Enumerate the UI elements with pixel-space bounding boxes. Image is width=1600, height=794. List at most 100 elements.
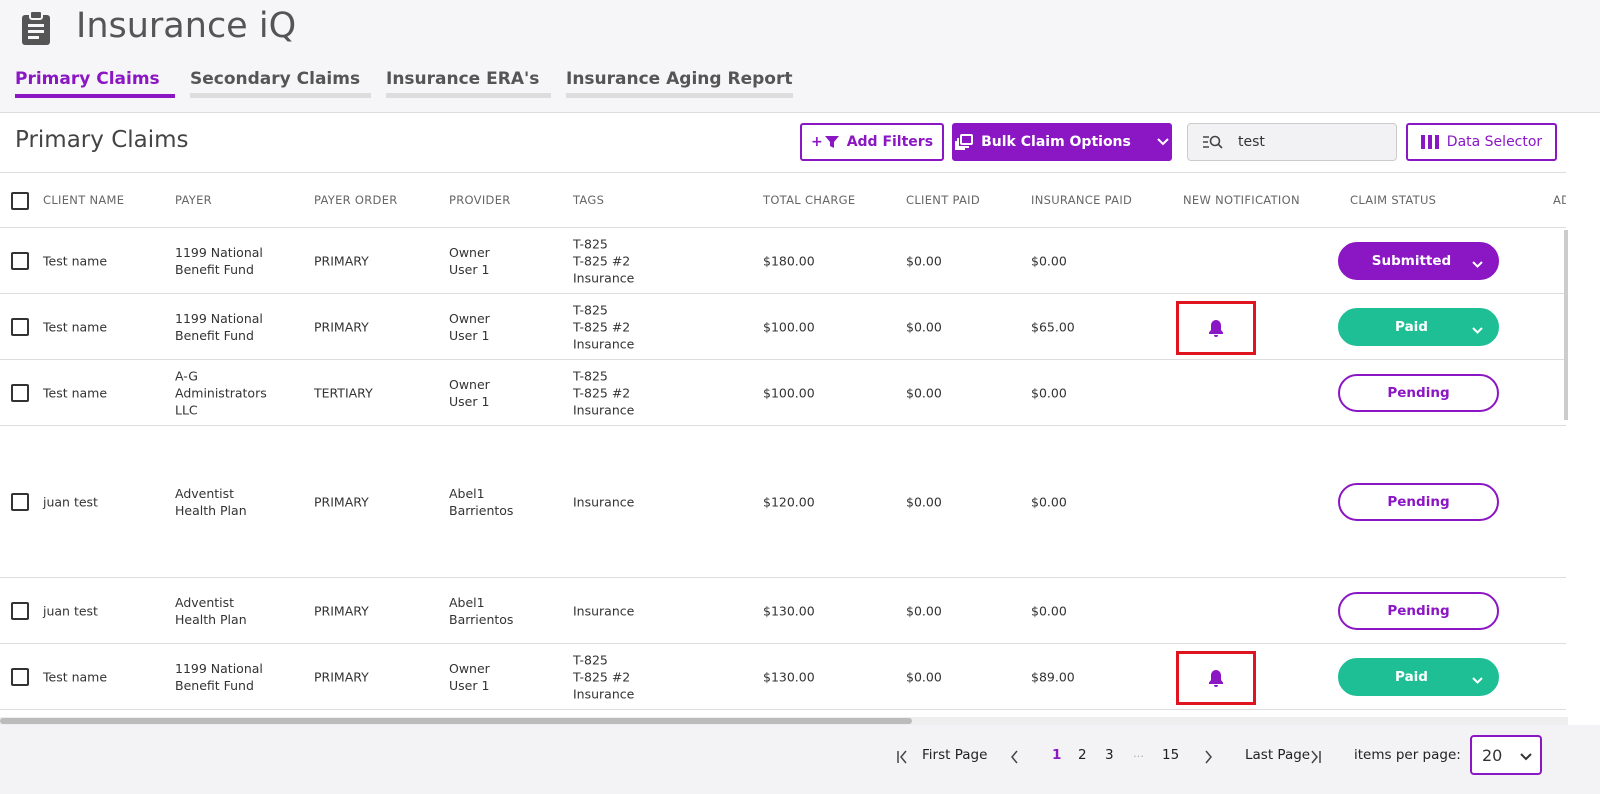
status-chevron — [1472, 323, 1483, 339]
cell-total: $180.00 — [763, 253, 815, 269]
cell-line: 1199 National — [175, 311, 263, 326]
cell-line: 1199 National — [175, 661, 263, 676]
cell-line: User 1 — [449, 394, 490, 409]
column-header: CLIENT PAID — [906, 193, 980, 207]
cell-tags: T-825 T-825 #2 Insurance — [573, 652, 634, 703]
bulk-claim-options[interactable]: Bulk Claim Options — [952, 123, 1172, 161]
cell-line: Owner — [449, 661, 490, 676]
status-text: Pending — [1387, 494, 1450, 510]
cell-line: Barrientos — [449, 612, 514, 627]
tab-label[interactable]: Primary Claims — [15, 69, 160, 89]
stack-icon — [955, 134, 974, 150]
add-filters-button[interactable]: + Add Filters — [800, 123, 944, 161]
column-header: PAYER — [175, 193, 212, 207]
items-per-page[interactable]: 20 — [1470, 735, 1542, 775]
status-chevron — [1472, 673, 1483, 689]
cell-line: Adventist — [175, 486, 235, 501]
checkbox[interactable] — [11, 493, 29, 511]
column-header: NEW NOTIFICATION — [1183, 193, 1300, 207]
bell-icon — [1209, 320, 1223, 337]
cell-line: T-825 #2 — [573, 319, 631, 335]
pagination-bar: First Page 1 2 3 … 15 Last Page items per page:… — [0, 725, 1600, 794]
cell-client: Test name — [43, 253, 108, 269]
data-selector-button[interactable]: Data Selector — [1406, 123, 1557, 161]
tab-label[interactable]: Secondary Claims — [190, 69, 361, 89]
cell-provider: Owner User 1 — [449, 376, 490, 410]
claim-status[interactable]: Pending — [1338, 592, 1499, 630]
tab-underline — [15, 94, 175, 98]
label: Bulk Claim Options — [981, 134, 1131, 150]
claim-status[interactable]: Pending — [1338, 374, 1499, 412]
cell-line: Abel1 — [449, 486, 485, 501]
page-number[interactable]: 2 — [1078, 747, 1087, 763]
first-icon[interactable] — [896, 749, 910, 768]
cell-tags: T-825 T-825 #2 Insurance — [573, 368, 634, 419]
cell-line: Insurance — [573, 686, 635, 702]
last-page[interactable]: Last Page — [1245, 747, 1311, 763]
claim-status[interactable]: Submitted — [1338, 242, 1499, 280]
cell-line: LLC — [175, 402, 198, 418]
cell-total: $120.00 — [763, 494, 815, 510]
cell-order: PRIMARY — [314, 603, 369, 619]
label: Data Selector — [1446, 134, 1543, 150]
cell-line: T-825 — [573, 368, 608, 384]
tab-label[interactable]: Insurance ERA's — [386, 69, 540, 89]
cell-line: User 1 — [449, 328, 490, 343]
cell-line: T-825 #2 — [573, 385, 631, 401]
cell-line: Benefit Fund — [175, 328, 254, 343]
bell-icon — [1209, 670, 1223, 687]
checkbox[interactable] — [11, 318, 29, 336]
page-number[interactable]: 15 — [1162, 747, 1180, 763]
page-number[interactable]: … — [1133, 747, 1144, 760]
cell-total: $100.00 — [763, 319, 815, 335]
cell-tags: T-825 T-825 #2 Insurance — [573, 236, 634, 287]
cell-client-paid: $0.00 — [906, 319, 942, 335]
search-box[interactable]: test — [1187, 123, 1397, 161]
row-divider — [0, 643, 1566, 644]
page-number[interactable]: 1 — [1052, 747, 1062, 763]
cell-client: Test name — [43, 319, 108, 335]
cell-provider: Owner User 1 — [449, 244, 490, 278]
scroll-thumb — [0, 718, 912, 724]
cell-provider: Owner User 1 — [449, 660, 490, 694]
cell-line: A-G — [175, 368, 198, 384]
panel — [0, 112, 1600, 794]
checkbox[interactable] — [11, 384, 29, 402]
column-header: PAYER ORDER — [314, 193, 398, 207]
cell-line: Benefit Fund — [175, 262, 254, 277]
claim-status[interactable]: Paid — [1338, 308, 1499, 346]
checkbox[interactable] — [11, 602, 29, 620]
vertical-scrollbar — [1564, 230, 1568, 420]
cell-tags: T-825 T-825 #2 Insurance — [573, 302, 634, 353]
cell-client: Test name — [43, 669, 108, 685]
cell-line: Insurance — [573, 402, 635, 418]
claim-status[interactable]: Pending — [1338, 483, 1499, 521]
cell-payer: Adventist Health Plan — [175, 594, 247, 628]
cell-line: T-825 — [573, 302, 608, 318]
status-text: Pending — [1387, 603, 1450, 619]
cell-client-paid: $0.00 — [906, 385, 942, 401]
first-page[interactable]: First Page — [922, 747, 988, 763]
checkbox[interactable] — [11, 252, 29, 270]
notification-highlight[interactable] — [1176, 301, 1256, 355]
cell-order: PRIMARY — [314, 494, 369, 510]
cell-client-paid: $0.00 — [906, 253, 942, 269]
cell-line: Insurance — [573, 494, 635, 510]
tab-label[interactable]: Insurance Aging Report — [566, 69, 793, 89]
cell-total: $100.00 — [763, 385, 815, 401]
search-text: test — [1238, 134, 1265, 150]
row-divider — [0, 709, 1566, 710]
cell-order: PRIMARY — [314, 669, 369, 685]
page-number[interactable]: 3 — [1105, 747, 1114, 763]
checkbox[interactable] — [11, 668, 29, 686]
row-divider — [0, 359, 1566, 360]
prev-icon[interactable] — [1008, 749, 1022, 768]
checkbox[interactable] — [11, 192, 29, 210]
claim-status[interactable]: Paid — [1338, 658, 1499, 696]
next-icon[interactable] — [1201, 749, 1215, 768]
last-icon[interactable] — [1308, 749, 1322, 768]
column-header: CLAIM STATUS — [1350, 193, 1437, 207]
notification-highlight[interactable] — [1176, 651, 1256, 705]
cell-line: Owner — [449, 311, 490, 326]
cell-tags: Insurance — [573, 494, 634, 511]
